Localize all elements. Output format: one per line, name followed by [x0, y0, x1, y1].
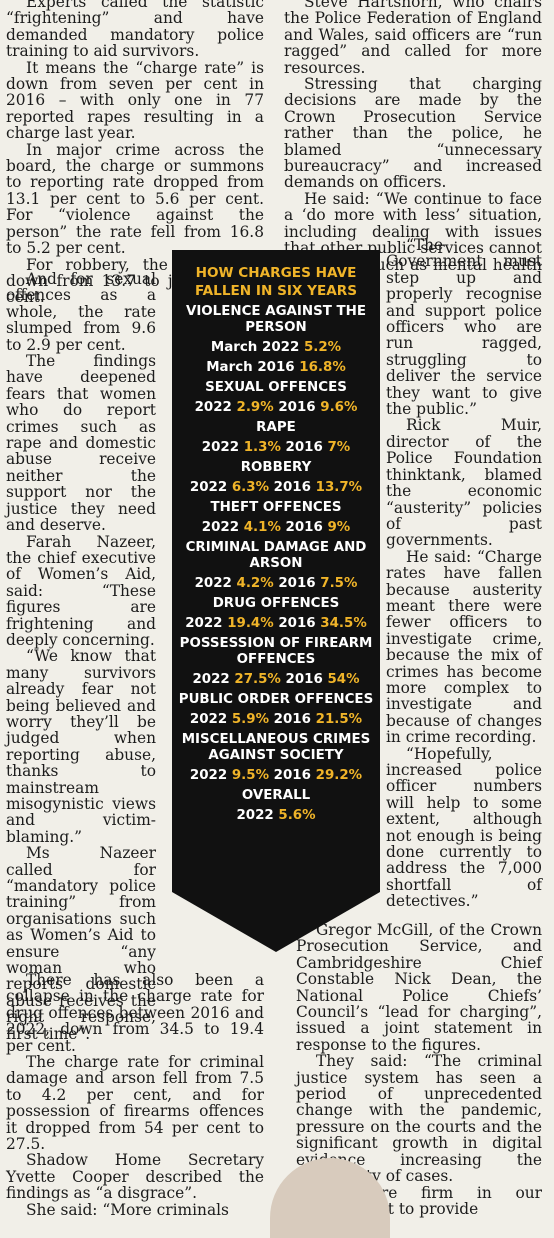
- stat-value-2022: 27.5%: [234, 672, 281, 687]
- stat-row: 2022 27.5% 2016 54%: [172, 672, 380, 688]
- paragraph: “We know that many survivors already fea…: [6, 647, 156, 846]
- stat-value-2022: 6.3%: [231, 480, 269, 495]
- year-label: 2022: [194, 400, 232, 415]
- paragraph: And for sexual offences as a whole, the …: [6, 270, 156, 354]
- stat-value-2022: 1.3%: [243, 440, 281, 455]
- stat-value-2022: 5.9%: [231, 712, 269, 727]
- paragraph: Farah Nazeer, the chief executive of Wom…: [6, 532, 156, 649]
- stat-label: March 2016: [206, 360, 295, 375]
- paragraph: The charge rate for criminal damage and …: [6, 1053, 264, 1154]
- overall-value: 5.6%: [278, 808, 316, 823]
- stat-row: 2022 9.5% 2016 29.2%: [172, 768, 380, 784]
- year-label: 2016: [278, 576, 316, 591]
- year-label: 2016: [273, 480, 311, 495]
- stat-value-2022: 2.9%: [236, 400, 274, 415]
- paragraph: There has also been a collapse in the ch…: [6, 971, 264, 1055]
- left-article-column: Experts called the statistic “frightenin…: [6, 0, 264, 306]
- paragraph: “The Government must step up and properl…: [386, 236, 542, 419]
- stat-row: 2022 2.9% 2016 9.6%: [172, 400, 380, 416]
- paragraph: The findings have deepened fears that wo…: [6, 352, 156, 535]
- category-heading: RAPE: [256, 420, 296, 435]
- paragraph: He said: “Charge rates have fallen becau…: [386, 547, 542, 747]
- stat-value-2016: 9.6%: [320, 400, 358, 415]
- year-label: 2022: [189, 712, 228, 727]
- year-label: 2022: [189, 768, 228, 783]
- stat-value-2016: 34.5%: [320, 616, 367, 631]
- paragraph: Steve Hartshorn, who chairs the Police F…: [284, 0, 542, 77]
- stat-row: 2022 6.3% 2016 13.7%: [172, 480, 380, 496]
- category-heading: MISCELLANEOUS CRIMES AGAINST SOCIETY: [181, 732, 371, 763]
- stat-row: 2022 5.9% 2016 21.5%: [172, 712, 380, 728]
- left-bottom-text: There has also been a collapse in the ch…: [6, 972, 264, 1218]
- category-heading: DRUG OFFENCES: [212, 596, 340, 611]
- stat-row: 2022 4.2% 2016 7.5%: [172, 576, 380, 592]
- stat-value-2016: 13.7%: [315, 480, 363, 495]
- year-label: 2022: [236, 808, 274, 823]
- stat-value-2016: 7.5%: [320, 576, 358, 591]
- year-label: 2022: [189, 480, 228, 495]
- category-heading: PUBLIC ORDER OFFENCES: [178, 692, 374, 707]
- year-label: 2016: [285, 672, 323, 687]
- year-label: 2022: [194, 576, 232, 591]
- arrow-background: [172, 250, 380, 952]
- year-label: 2016: [273, 768, 311, 783]
- stat-row: 2022 19.4% 2016 34.5%: [172, 616, 380, 632]
- stat-value-2016: 9%: [327, 520, 351, 535]
- category-heading: POSSESSION OF FIREARM OFFENCES: [179, 636, 373, 667]
- stat-value-2016: 21.5%: [315, 712, 363, 727]
- paragraph: “Hopefully, increased police officer num…: [386, 744, 542, 911]
- stat-value-2022: 9.5%: [231, 768, 269, 783]
- infographic-title: HOW CHARGES HAVE FALLEN IN SIX YEARS: [194, 265, 358, 299]
- overall-row: 2022 5.6%: [172, 808, 380, 824]
- year-label: 2022: [201, 520, 240, 535]
- year-label: 2016: [278, 400, 316, 415]
- year-label: 2022: [192, 672, 230, 687]
- right-wrapped-text: “The Government must step up and properl…: [386, 237, 542, 910]
- category-heading: ROBBERY: [240, 460, 312, 475]
- right-bottom-text: Gregor McGill, of the Crown Prosecution …: [296, 922, 542, 1217]
- charges-infographic: HOW CHARGES HAVE FALLEN IN SIX YEARS VIO…: [172, 250, 380, 952]
- stat-value-2016: 7%: [327, 440, 351, 455]
- paragraph: Shadow Home Secretary Yvette Cooper desc…: [6, 1151, 264, 1203]
- year-label: 2022: [201, 440, 240, 455]
- category-heading: THEFT OFFENCES: [210, 500, 342, 515]
- paragraph: She said: “More criminals: [26, 1200, 229, 1219]
- category-heading: VIOLENCE AGAINST THE PERSON: [185, 304, 367, 335]
- year-label: 2022: [185, 616, 223, 631]
- stat-row: 2022 4.1% 2016 9%: [172, 520, 380, 536]
- paragraph: Stressing that charging decisions are ma…: [284, 75, 542, 192]
- stat-value-2022: 4.1%: [243, 520, 281, 535]
- year-label: 2016: [285, 520, 323, 535]
- stat-value: 16.8%: [299, 360, 346, 375]
- left-wrapped-text: And for sexual offences as a whole, the …: [6, 271, 156, 1042]
- stat-value-2022: 4.2%: [236, 576, 274, 591]
- paragraph: It means the “charge rate” is down from …: [6, 58, 264, 143]
- year-label: 2016: [278, 616, 316, 631]
- stat-value-2022: 19.4%: [227, 616, 274, 631]
- paragraph: Rick Muir, director of the Police Founda…: [386, 416, 542, 550]
- stat-value: 5.2%: [303, 340, 342, 355]
- paragraph: Gregor McGill, of the Crown Prosecution …: [296, 921, 542, 1054]
- overall-heading: OVERALL: [241, 788, 311, 803]
- paragraph: In major crime across the board, the cha…: [6, 140, 264, 258]
- year-label: 2016: [273, 712, 311, 727]
- year-label: 2016: [285, 440, 323, 455]
- paragraph: Ms Nazeer called for “mandatory police t…: [6, 844, 156, 1043]
- stat-value-2016: 29.2%: [315, 768, 363, 783]
- category-heading: SEXUAL OFFENCES: [205, 380, 347, 395]
- paragraph: Experts called the statistic “frightenin…: [6, 0, 264, 61]
- stat-row: March 2022 5.2%: [172, 340, 380, 356]
- stat-label: March 2022: [210, 340, 300, 355]
- stat-row: 2022 1.3% 2016 7%: [172, 440, 380, 456]
- stat-value-2016: 54%: [327, 672, 360, 687]
- stat-row: March 2016 16.8%: [172, 360, 380, 376]
- category-heading: CRIMINAL DAMAGE AND ARSON: [185, 540, 367, 571]
- category-list: SEXUAL OFFENCES 2022 2.9% 2016 9.6% RAPE 20…: [172, 380, 380, 784]
